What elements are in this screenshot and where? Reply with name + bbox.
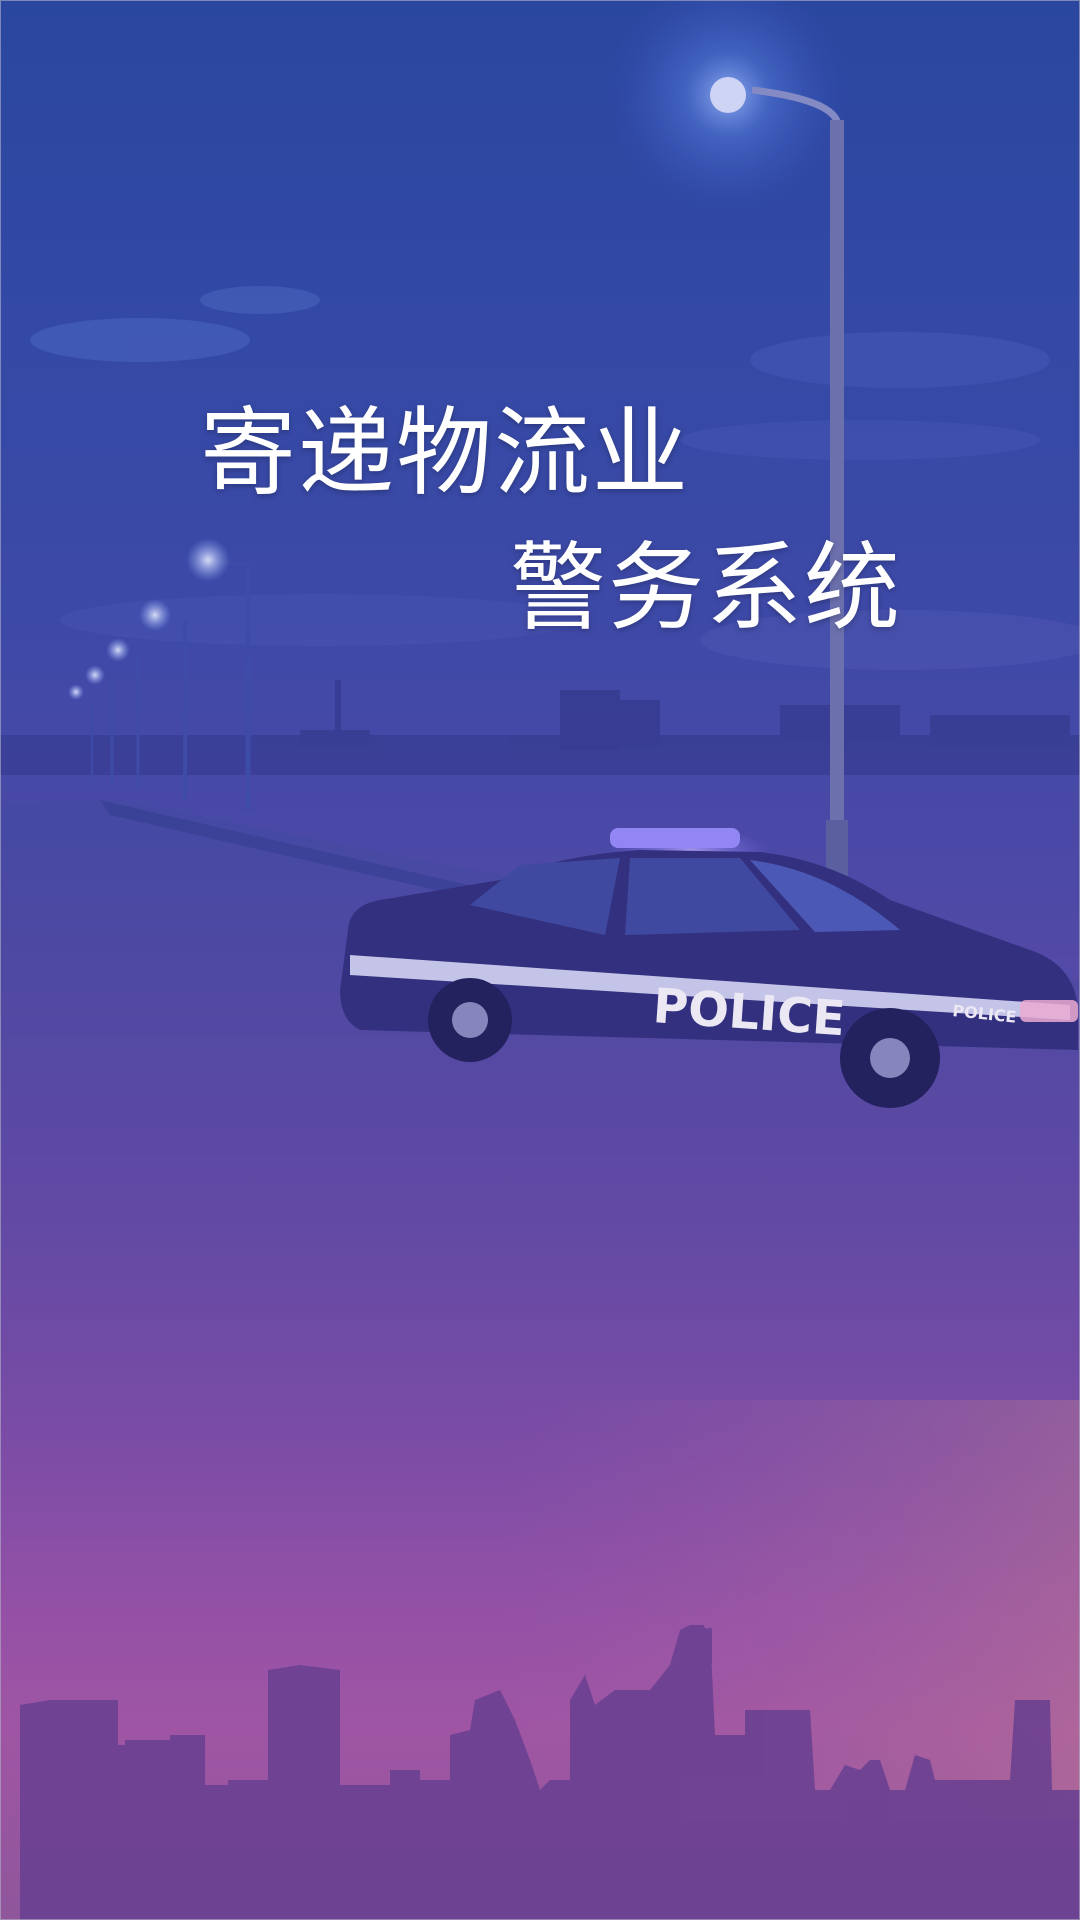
street-lamp-icon xyxy=(608,0,848,880)
distant-lamps xyxy=(68,538,251,810)
police-car-icon xyxy=(340,828,1078,1108)
curb xyxy=(100,800,500,905)
app-title-line-1: 寄递物流业 xyxy=(200,397,690,509)
clouds xyxy=(30,286,1080,670)
harbor-silhouette xyxy=(0,680,1080,775)
car-police-label: POLICE xyxy=(651,978,847,1047)
road xyxy=(0,800,1080,1920)
city-skyline-icon xyxy=(20,1625,1080,1920)
app-title-line-2: 警务系统 xyxy=(510,532,902,644)
